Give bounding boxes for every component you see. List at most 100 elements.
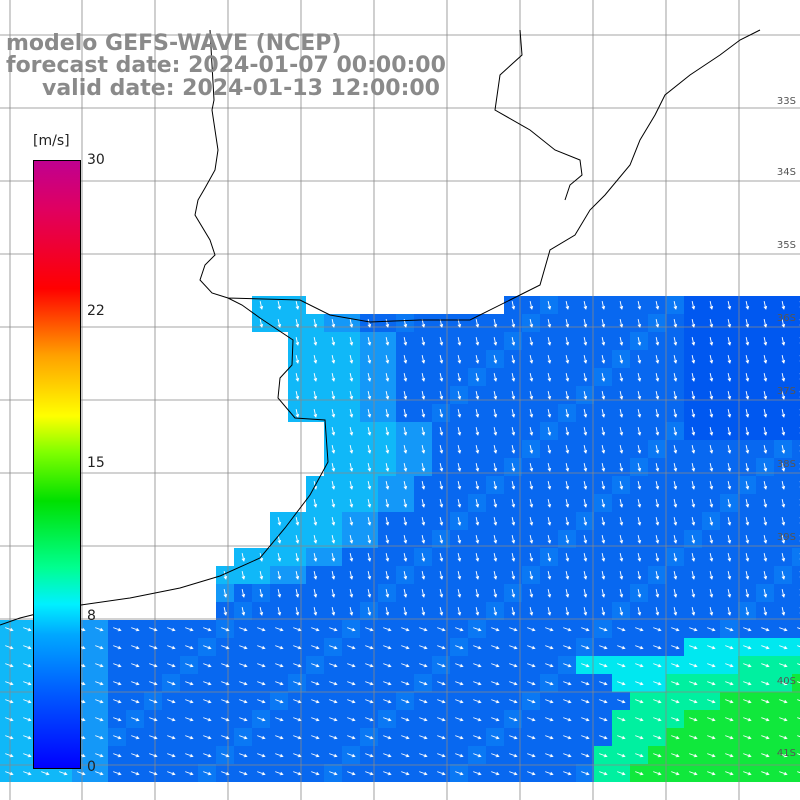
wind-arrow xyxy=(401,699,410,704)
wind-arrow xyxy=(491,627,500,632)
wind-arrow xyxy=(727,534,732,544)
wind-arrow xyxy=(349,426,354,436)
wind-arrow xyxy=(583,336,588,346)
wind-arrow xyxy=(475,498,480,508)
wind-arrow xyxy=(671,771,680,776)
wind-arrow xyxy=(349,534,354,544)
wind-arrow xyxy=(331,480,336,490)
wind-arrow xyxy=(727,516,732,526)
wind-arrow xyxy=(349,354,354,364)
wind-arrow xyxy=(277,606,282,616)
wind-arrow xyxy=(653,717,662,722)
wind-arrow xyxy=(475,426,480,436)
wind-arrow xyxy=(655,426,660,436)
wind-arrow xyxy=(583,498,588,508)
wind-arrow xyxy=(457,534,462,544)
wind-arrow xyxy=(529,354,534,364)
wind-arrow xyxy=(619,300,624,310)
wind-arrow xyxy=(673,354,678,364)
wind-arrow xyxy=(781,426,786,436)
wind-arrow xyxy=(149,735,158,740)
wind-arrow xyxy=(457,462,462,472)
wind-arrow xyxy=(511,588,516,598)
wind-arrow xyxy=(439,408,444,418)
wind-speed-cell xyxy=(792,440,800,458)
wind-arrow xyxy=(725,771,734,776)
wind-arrow xyxy=(617,717,626,722)
wind-arrow xyxy=(563,627,572,632)
wind-arrow xyxy=(583,372,588,382)
wind-arrow xyxy=(745,390,750,400)
wind-arrow xyxy=(763,444,768,454)
wind-arrow xyxy=(689,627,698,632)
wind-arrow xyxy=(475,462,480,472)
wind-arrow xyxy=(311,717,320,722)
wind-arrow xyxy=(385,534,390,544)
wind-arrow xyxy=(457,336,462,346)
wind-arrow xyxy=(601,372,606,382)
wind-arrow xyxy=(601,516,606,526)
wind-arrow xyxy=(545,735,554,740)
wind-arrow xyxy=(797,663,800,666)
wind-arrow xyxy=(689,681,698,686)
wind-arrow xyxy=(547,390,552,400)
wind-arrow xyxy=(383,735,392,740)
wind-arrow xyxy=(689,645,698,650)
wind-arrow xyxy=(385,390,390,400)
wind-arrow xyxy=(475,408,480,418)
wind-arrow xyxy=(529,408,534,418)
wind-arrow xyxy=(331,372,336,382)
wind-arrow xyxy=(635,717,644,722)
wind-arrow xyxy=(203,699,212,704)
wind-arrow xyxy=(655,318,660,328)
wind-arrow xyxy=(673,534,678,544)
wind-arrow xyxy=(781,516,786,526)
wind-arrow xyxy=(221,771,230,776)
wind-arrow xyxy=(259,570,264,580)
wind-arrow xyxy=(637,534,642,544)
wind-arrow xyxy=(671,717,680,722)
wind-arrow xyxy=(257,627,266,632)
wind-arrow xyxy=(203,771,212,776)
wind-arrow xyxy=(167,753,176,758)
wind-arrow xyxy=(779,663,788,668)
wind-arrow xyxy=(329,663,338,668)
wind-arrow xyxy=(583,354,588,364)
wind-arrow xyxy=(313,534,318,544)
wind-arrow xyxy=(709,318,714,328)
wind-arrow xyxy=(691,552,696,562)
wind-arrow xyxy=(655,444,660,454)
wind-arrow xyxy=(709,588,714,598)
wind-arrow xyxy=(367,516,372,526)
wind-arrow xyxy=(437,663,446,668)
wind-arrow xyxy=(763,552,768,562)
wind-arrow xyxy=(367,534,372,544)
wind-arrow xyxy=(709,408,714,418)
wind-arrow xyxy=(745,336,750,346)
wind-arrow xyxy=(673,570,678,580)
wind-arrow xyxy=(257,645,266,650)
wind-arrow xyxy=(493,426,498,436)
wind-arrow xyxy=(709,372,714,382)
wind-arrow xyxy=(709,570,714,580)
wind-arrow xyxy=(131,699,140,704)
wind-arrow xyxy=(437,645,446,650)
wind-arrow xyxy=(547,480,552,490)
wind-arrow xyxy=(295,336,300,346)
wind-arrow xyxy=(527,681,536,686)
wind-arrow xyxy=(295,354,300,364)
wind-arrow xyxy=(455,681,464,686)
wind-arrow xyxy=(457,426,462,436)
wind-arrow xyxy=(637,570,642,580)
wind-arrow xyxy=(347,717,356,722)
wind-arrow xyxy=(529,336,534,346)
wind-arrow xyxy=(673,498,678,508)
wind-arrow xyxy=(347,753,356,758)
wind-arrow xyxy=(313,588,318,598)
wind-arrow xyxy=(655,516,660,526)
wind-arrow xyxy=(743,699,752,704)
wind-arrow xyxy=(367,354,372,364)
wind-arrow xyxy=(581,717,590,722)
wind-arrow xyxy=(421,426,426,436)
wind-arrow xyxy=(401,645,410,650)
